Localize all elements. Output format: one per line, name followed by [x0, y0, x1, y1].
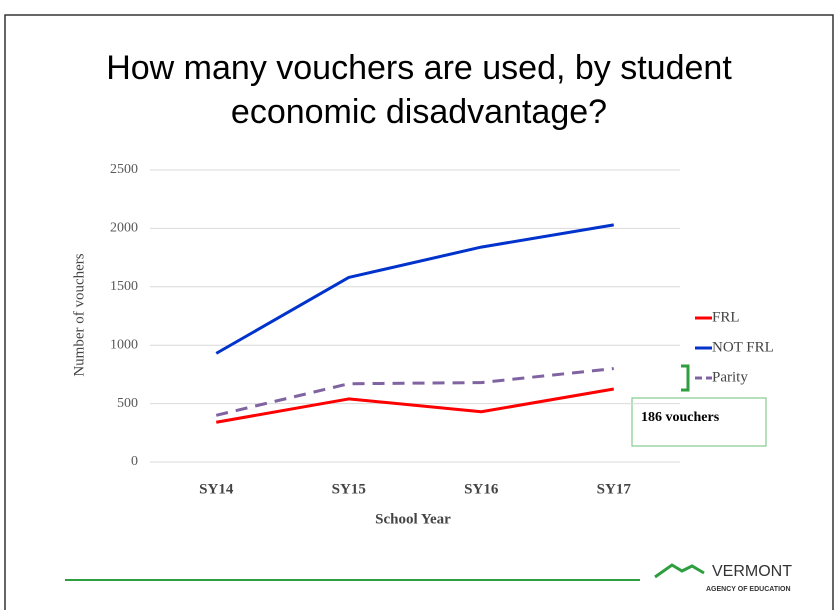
logo-mark: [654, 563, 705, 579]
legend-label: Parity: [712, 369, 748, 385]
title-line: economic disadvantage?: [231, 93, 607, 131]
bracket: [681, 364, 690, 392]
y-tick-label: 2500: [110, 162, 138, 177]
y-axis-title: Number of vouchers: [71, 253, 87, 376]
x-tick-label: SY15: [332, 481, 366, 497]
logo-name: VERMONT: [712, 563, 792, 580]
logo-subtitle: AGENCY OF EDUCATION: [706, 586, 791, 593]
y-tick-label: 500: [117, 396, 138, 411]
series-line: [215, 387, 615, 424]
slide-border: [4, 14, 834, 610]
y-tick-label: 0: [131, 454, 138, 469]
title-line: How many vouchers are used, by student: [106, 49, 732, 87]
legend-label: FRL: [712, 309, 740, 325]
x-tick-label: SY14: [199, 481, 234, 497]
annotation: 186 vouchers: [641, 410, 720, 425]
series-line: [215, 223, 614, 355]
y-tick-label: 2000: [110, 221, 138, 236]
x-tick-label: SY16: [464, 481, 499, 497]
annotation-box: [631, 397, 767, 447]
x-tick-label: SY17: [597, 481, 632, 497]
x-axis-title: School Year: [375, 511, 451, 527]
y-tick-label: 1000: [110, 337, 138, 352]
y-tick-label: 1500: [110, 279, 138, 294]
legend-label: NOT FRL: [712, 339, 774, 355]
series-line: [215, 367, 614, 417]
